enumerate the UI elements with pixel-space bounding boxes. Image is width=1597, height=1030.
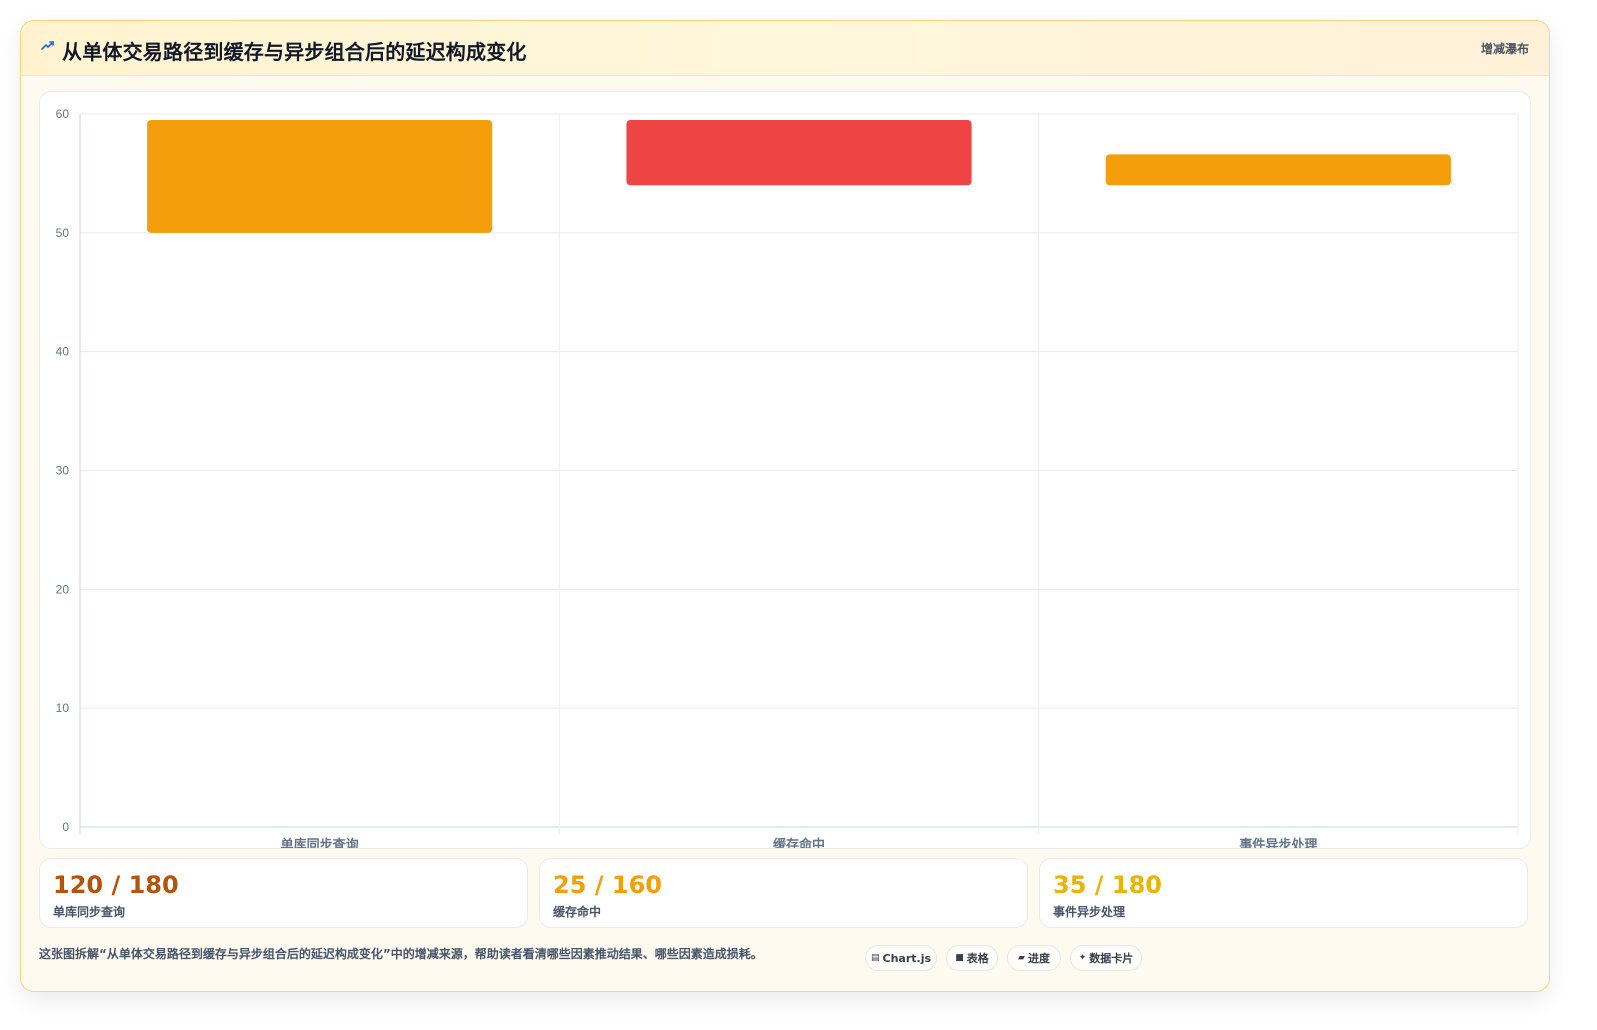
y-tick-label: 50 <box>56 226 70 240</box>
bar-2 <box>626 119 972 186</box>
card-header: 从单体交易路径到缓存与异步组合后的延迟构成变化 增减瀑布 <box>21 21 1549 76</box>
chart-title: 从单体交易路径到缓存与异步组合后的延迟构成变化 <box>62 40 527 64</box>
chart-description: 这张图拆解“从单体交易路径到缓存与异步组合后的延迟构成变化”中的增减来源，帮助读… <box>39 947 763 961</box>
summary-label: 事件异步处理 <box>1053 905 1126 919</box>
chart-panel: 0 10 20 30 40 50 60 单库同步查询 缓存命中 事件异步处理 <box>39 91 1531 849</box>
chart-card: 从单体交易路径到缓存与异步组合后的延迟构成变化 增减瀑布 0 10 20 30 40 50… <box>20 20 1550 992</box>
y-tick-label: 0 <box>62 820 69 834</box>
data-card-icon: ✦ <box>1078 953 1087 963</box>
x-tick-label: 单库同步查询 <box>281 837 359 848</box>
summary-label: 缓存命中 <box>553 905 602 919</box>
summary-card-single-db: 120 / 180 单库同步查询 <box>39 858 528 928</box>
waterfall-chart: 0 10 20 30 40 50 60 单库同步查询 缓存命中 事件异步处理 <box>56 107 1519 848</box>
y-tick-label: 10 <box>56 701 70 715</box>
bar-1 <box>147 119 493 233</box>
table-icon: ■ <box>955 953 964 963</box>
y-tick-label: 30 <box>56 464 70 478</box>
pill-label: Chart.js <box>882 951 932 965</box>
chart-js-pill[interactable]: ▤ Chart.js <box>865 945 937 971</box>
summary-card-cache-hit: 25 / 160 缓存命中 <box>539 858 1028 928</box>
summary-label: 单库同步查询 <box>53 905 126 919</box>
y-tick-label: 40 <box>56 345 70 359</box>
summary-value: 120 / 180 <box>53 871 179 899</box>
y-tick-label: 20 <box>56 582 70 596</box>
pill-label: 数据卡片 <box>1089 952 1134 965</box>
pill-label: 表格 <box>966 952 989 965</box>
chart-type-label[interactable]: 增减瀑布 <box>1480 42 1529 56</box>
progress-icon: ▰ <box>1018 953 1025 963</box>
table-pill[interactable]: ■ 表格 <box>946 945 998 971</box>
bar-3 <box>1105 154 1451 186</box>
y-tick-label: 60 <box>56 107 70 121</box>
x-tick-label: 事件异步处理 <box>1239 837 1317 848</box>
progress-pill[interactable]: ▰ 进度 <box>1007 945 1061 971</box>
wave-icon <box>41 41 54 50</box>
data-card-pill[interactable]: ✦ 数据卡片 <box>1070 945 1142 971</box>
pill-label: 进度 <box>1027 952 1050 965</box>
chart-js-icon: ▤ <box>870 953 880 963</box>
summary-card-async-event: 35 / 180 事件异步处理 <box>1039 858 1528 928</box>
summary-value: 25 / 160 <box>553 871 662 899</box>
summary-value: 35 / 180 <box>1053 871 1162 899</box>
x-tick-label: 缓存命中 <box>773 837 825 848</box>
